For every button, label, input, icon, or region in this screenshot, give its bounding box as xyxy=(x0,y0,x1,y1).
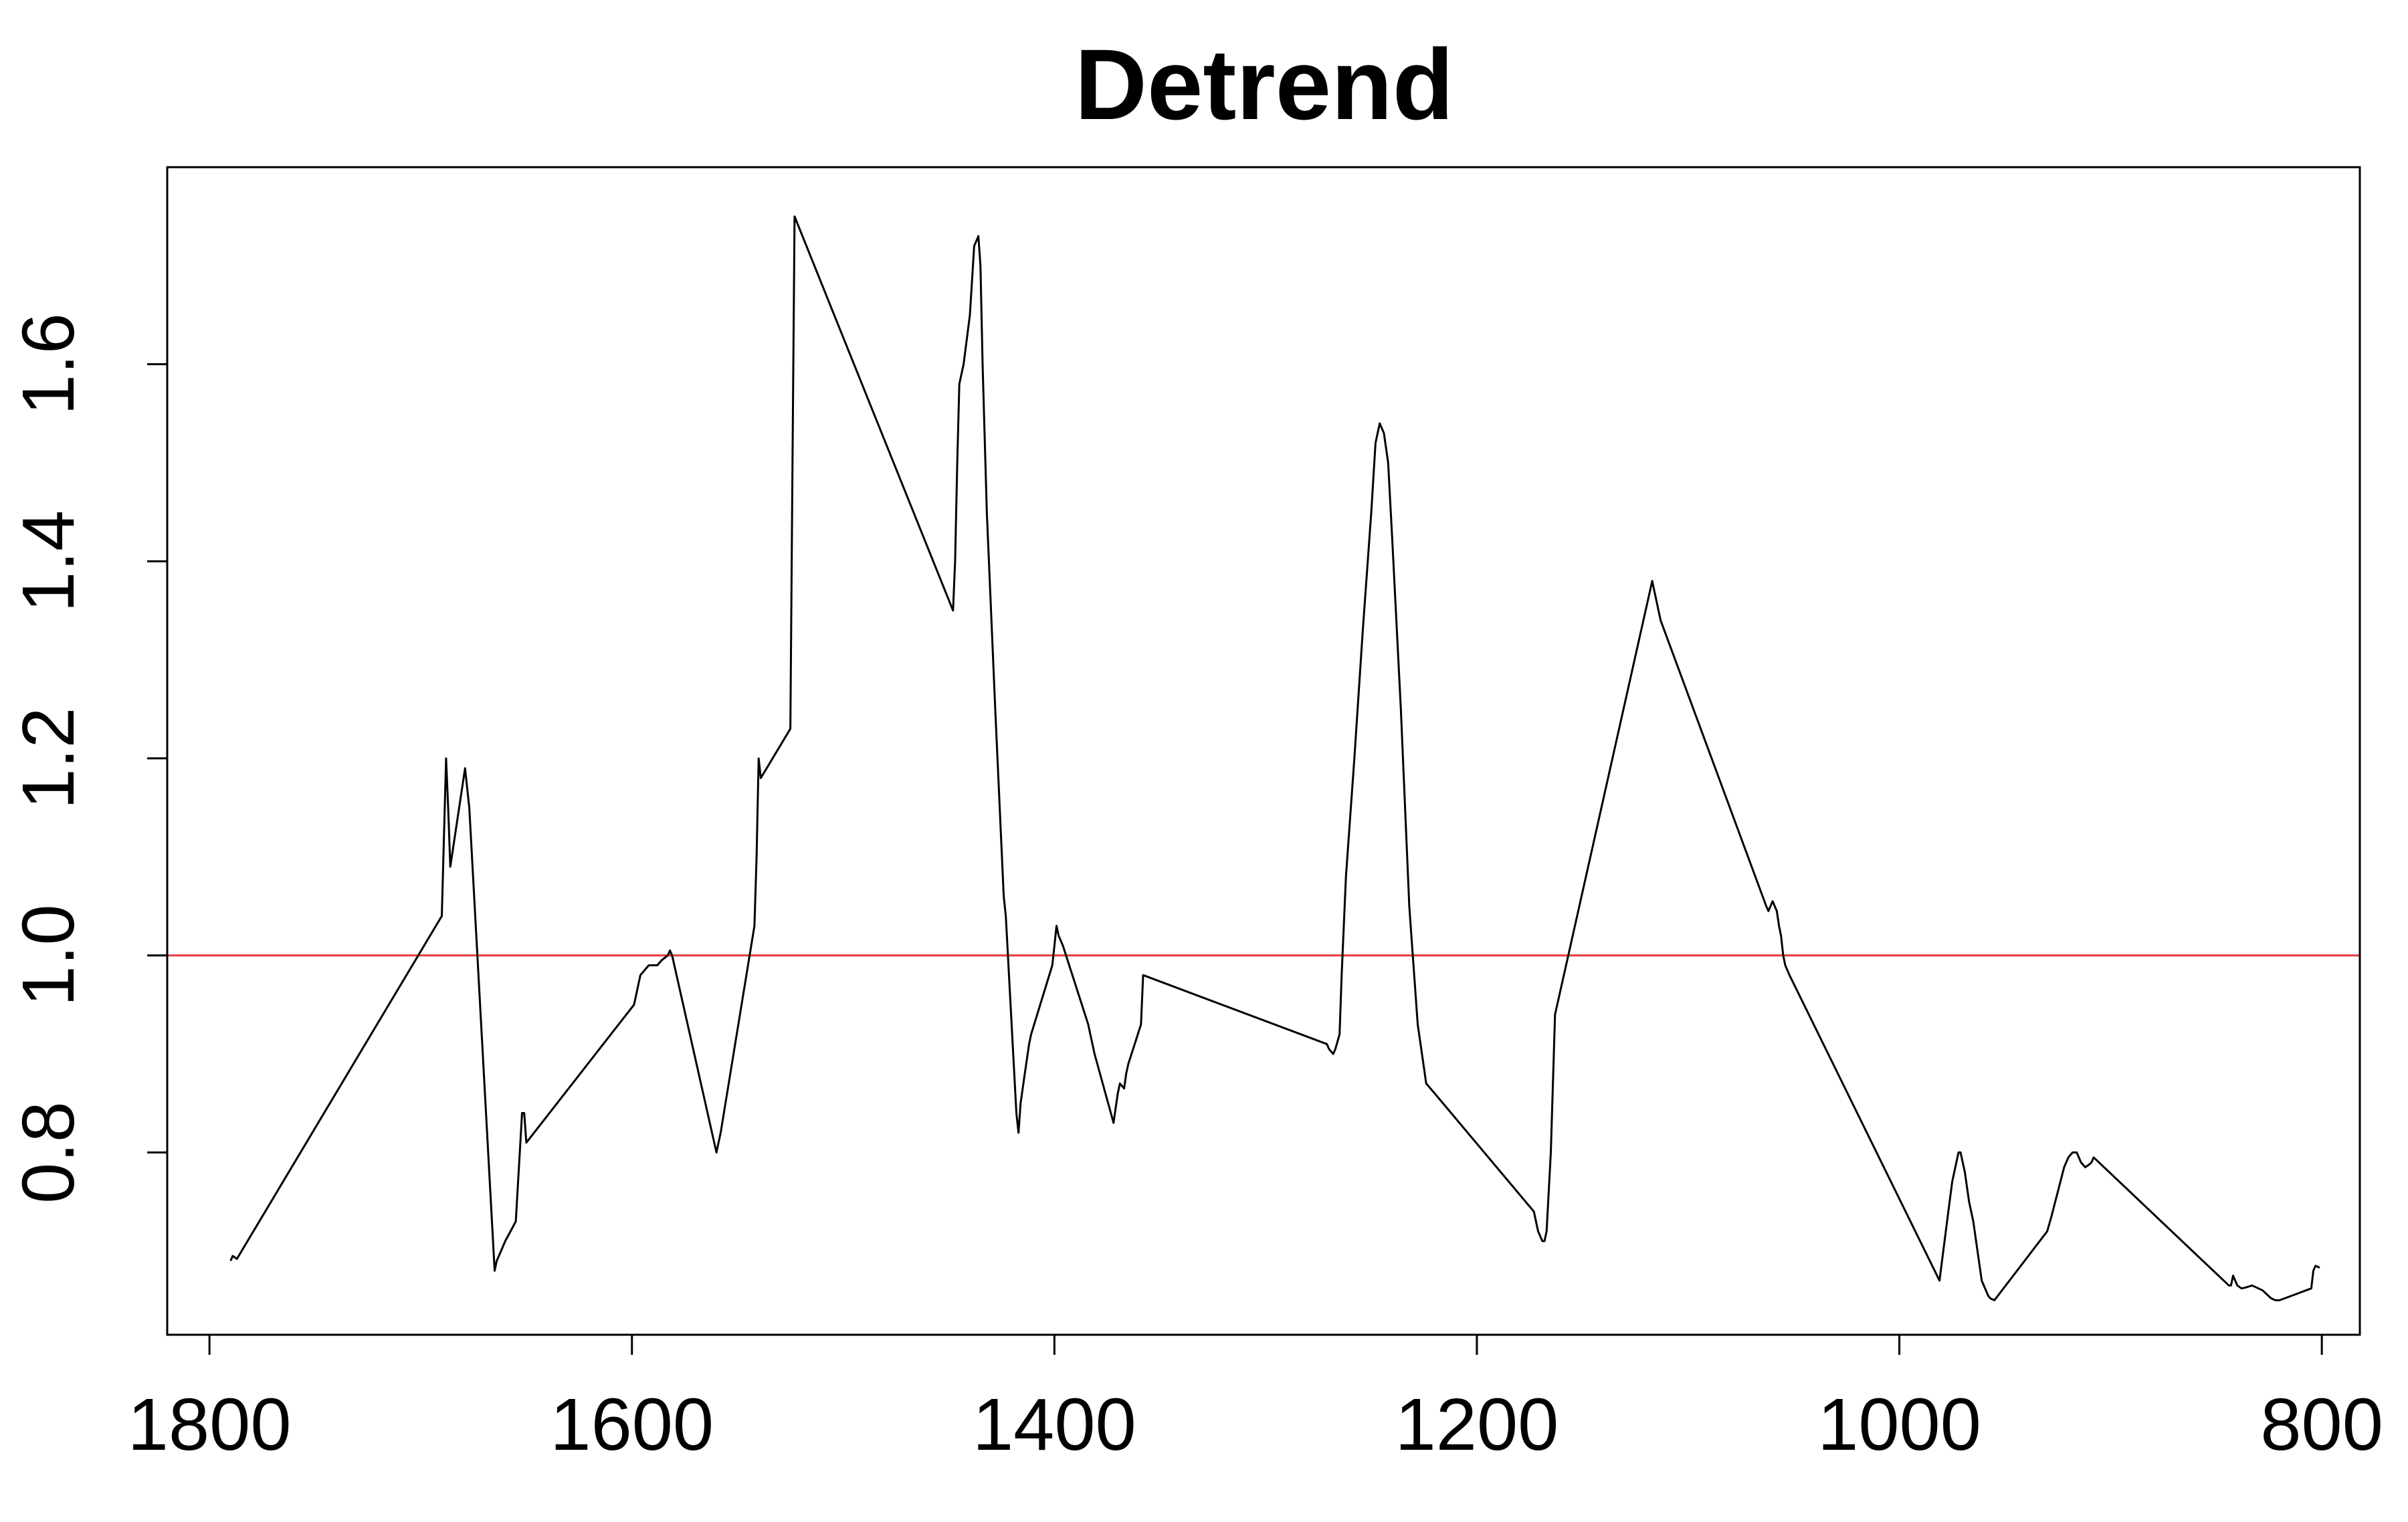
series-line xyxy=(229,215,2320,1301)
y-tick-label: 1.6 xyxy=(7,313,90,415)
x-tick-label: 1200 xyxy=(1395,1384,1559,1466)
y-tick-label: 1.0 xyxy=(7,904,90,1006)
chart-title: Detrend xyxy=(1075,28,1454,140)
plot-box xyxy=(166,166,2361,1336)
x-tick-label: 1600 xyxy=(550,1384,714,1466)
x-tick-label: 1000 xyxy=(1817,1384,1981,1466)
y-tick-label: 0.8 xyxy=(7,1101,90,1204)
x-tick-label: 1800 xyxy=(128,1384,292,1466)
y-tick-label: 1.4 xyxy=(7,510,90,613)
axes: 1800 1600 1400 1200 1000 800 0.8 1.0 1.2 1.4 1.6 xyxy=(7,313,2383,1466)
y-tick-label: 1.2 xyxy=(7,708,90,810)
x-tick-label: 800 xyxy=(2260,1384,2383,1466)
plot-area xyxy=(167,215,2360,1301)
x-tick-label: 1400 xyxy=(973,1384,1136,1466)
